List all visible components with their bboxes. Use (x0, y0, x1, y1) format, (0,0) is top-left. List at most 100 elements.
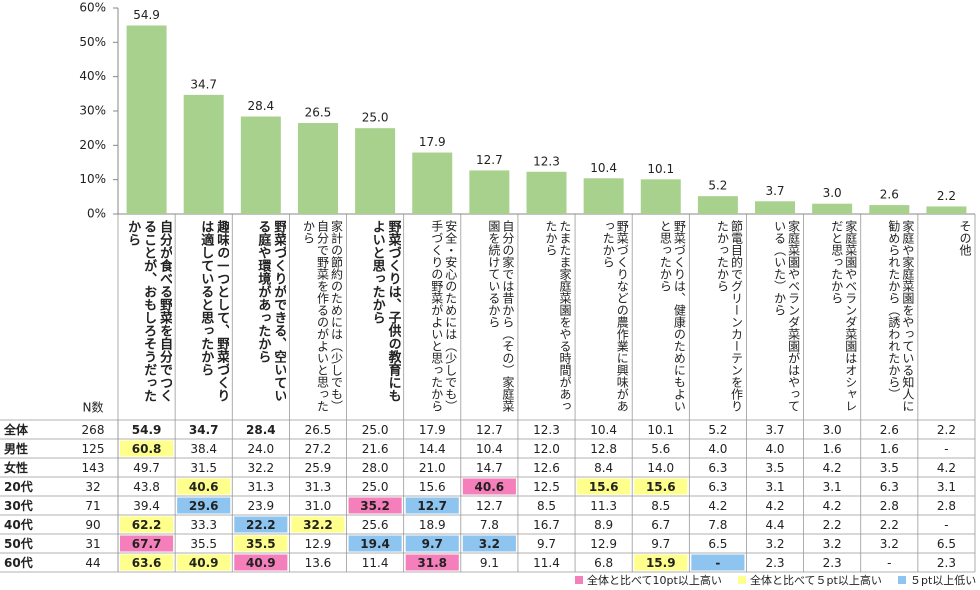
table-cell: 8.5 (537, 499, 556, 513)
table-cell: 12.6 (533, 461, 560, 475)
table-cell: 6.8 (594, 556, 613, 570)
category-label: 野菜づくりは、子供の教育にもよいと思ったから (369, 220, 401, 402)
category-label: 家計の節約のためには（少しでも）自分で野菜を作るのがよいと思ったから (301, 220, 344, 412)
table-cell: 6.5 (937, 537, 956, 551)
category-label: 趣味の一つとして、野菜づくりは適していると思ったから (198, 220, 230, 402)
table-cell: 63.6 (132, 556, 162, 570)
table-cell: 35.5 (190, 537, 217, 551)
highlight-cell (120, 440, 174, 457)
y-tick-label: 0% (87, 207, 106, 221)
table-cell: 54.9 (132, 423, 162, 437)
highlight-cell (177, 478, 231, 495)
table-cell: 21.0 (419, 461, 446, 475)
value-label: 26.5 (305, 106, 332, 120)
highlight-cell (234, 554, 288, 571)
value-label: 28.4 (247, 99, 274, 113)
table-cell: 9.7 (651, 537, 670, 551)
row-n: 44 (85, 556, 100, 570)
table-cell: 11.3 (590, 499, 617, 513)
table-cell: 25.6 (362, 518, 389, 532)
table-cell: 3.7 (765, 423, 784, 437)
value-label: 2.2 (937, 189, 956, 203)
table-cell: 10.1 (647, 423, 674, 437)
y-tick-label: 30% (79, 104, 106, 118)
row-n: 71 (85, 499, 100, 513)
bar (926, 206, 967, 214)
table-cell: 12.9 (590, 537, 617, 551)
category-label: 自分が食べる野菜を自分でつくることが、おもしろそうだったから (125, 220, 173, 402)
table-cell: 34.7 (189, 423, 219, 437)
row-label: 全体 (3, 422, 29, 437)
bar (183, 94, 224, 214)
table-cell: 25.0 (362, 480, 389, 494)
table-cell: 32.2 (247, 461, 274, 475)
table-cell: 2.6 (880, 423, 899, 437)
value-label: 2.6 (880, 188, 899, 202)
table-cell: 12.7 (417, 499, 447, 513)
bar (697, 196, 738, 214)
table-cell: 31.3 (247, 480, 274, 494)
table-cell: 23.9 (247, 499, 274, 513)
table-cell: 27.2 (305, 442, 332, 456)
value-label: 10.1 (647, 162, 674, 176)
table-cell: 28.0 (362, 461, 389, 475)
table-cell: 5.6 (651, 442, 670, 456)
table-cell: 49.7 (133, 461, 160, 475)
row-label: 20代 (4, 479, 33, 494)
y-tick-label: 60% (79, 1, 106, 15)
y-tick-label: 40% (79, 69, 106, 83)
table-cell: 39.4 (133, 499, 160, 513)
table-cell: 43.8 (133, 480, 160, 494)
table-cell: 3.1 (823, 480, 842, 494)
value-label: 34.7 (190, 77, 217, 91)
table-cell: 12.9 (305, 537, 332, 551)
table-cell: 6.3 (880, 480, 899, 494)
row-n: 268 (82, 423, 105, 437)
table-cell: 67.7 (132, 537, 162, 551)
category-label: 野菜づくりは、健康のためにもよいと思ったから (658, 220, 687, 412)
bar (812, 203, 853, 214)
table-cell: 3.1 (937, 480, 956, 494)
table-cell: 2.2 (823, 518, 842, 532)
table-cell: 31.8 (417, 556, 447, 570)
table-cell: 9.7 (537, 537, 556, 551)
table-cell: 2.8 (937, 499, 956, 513)
row-label: 女性 (4, 460, 28, 475)
table-cell: 31.0 (305, 499, 332, 513)
table-cell: 18.9 (419, 518, 446, 532)
bar (469, 170, 510, 214)
highlight-cell (577, 478, 631, 495)
table-cell: 11.4 (533, 556, 560, 570)
bar (297, 123, 338, 214)
table-cell: 6.7 (651, 518, 670, 532)
category-label: たまたま家庭菜園をやる時間があったから (544, 220, 573, 412)
table-cell: 24.0 (247, 442, 274, 456)
row-label: 40代 (4, 517, 33, 532)
highlight-cell (120, 554, 174, 571)
table-cell: 26.5 (305, 423, 332, 437)
table-cell: 40.9 (189, 556, 219, 570)
bar (240, 116, 281, 214)
highlight-cell (634, 554, 688, 571)
row-label: 男性 (4, 441, 28, 456)
highlight-cell (177, 497, 231, 514)
value-label: 54.9 (133, 8, 160, 22)
category-label: 野菜づくりなどの農作業に興味があったから (601, 220, 630, 412)
legend-swatch (898, 576, 906, 584)
table-cell: 17.9 (419, 423, 446, 437)
highlight-cell (291, 516, 345, 533)
value-label: 12.7 (476, 153, 503, 167)
bar (126, 25, 167, 215)
table-cell: 11.4 (362, 556, 389, 570)
table-cell: 8.9 (594, 518, 613, 532)
table-cell: 12.7 (476, 499, 503, 513)
row-n: 31 (85, 537, 100, 551)
table-cell: 25.0 (362, 423, 389, 437)
row-n: 32 (85, 480, 100, 494)
row-label: 30代 (4, 498, 33, 513)
category-label: 節電目的でグリーンカーテンを作りたかったから (715, 220, 744, 412)
bar (640, 179, 681, 214)
table-cell: 35.5 (246, 537, 276, 551)
value-label: 5.2 (708, 179, 727, 193)
